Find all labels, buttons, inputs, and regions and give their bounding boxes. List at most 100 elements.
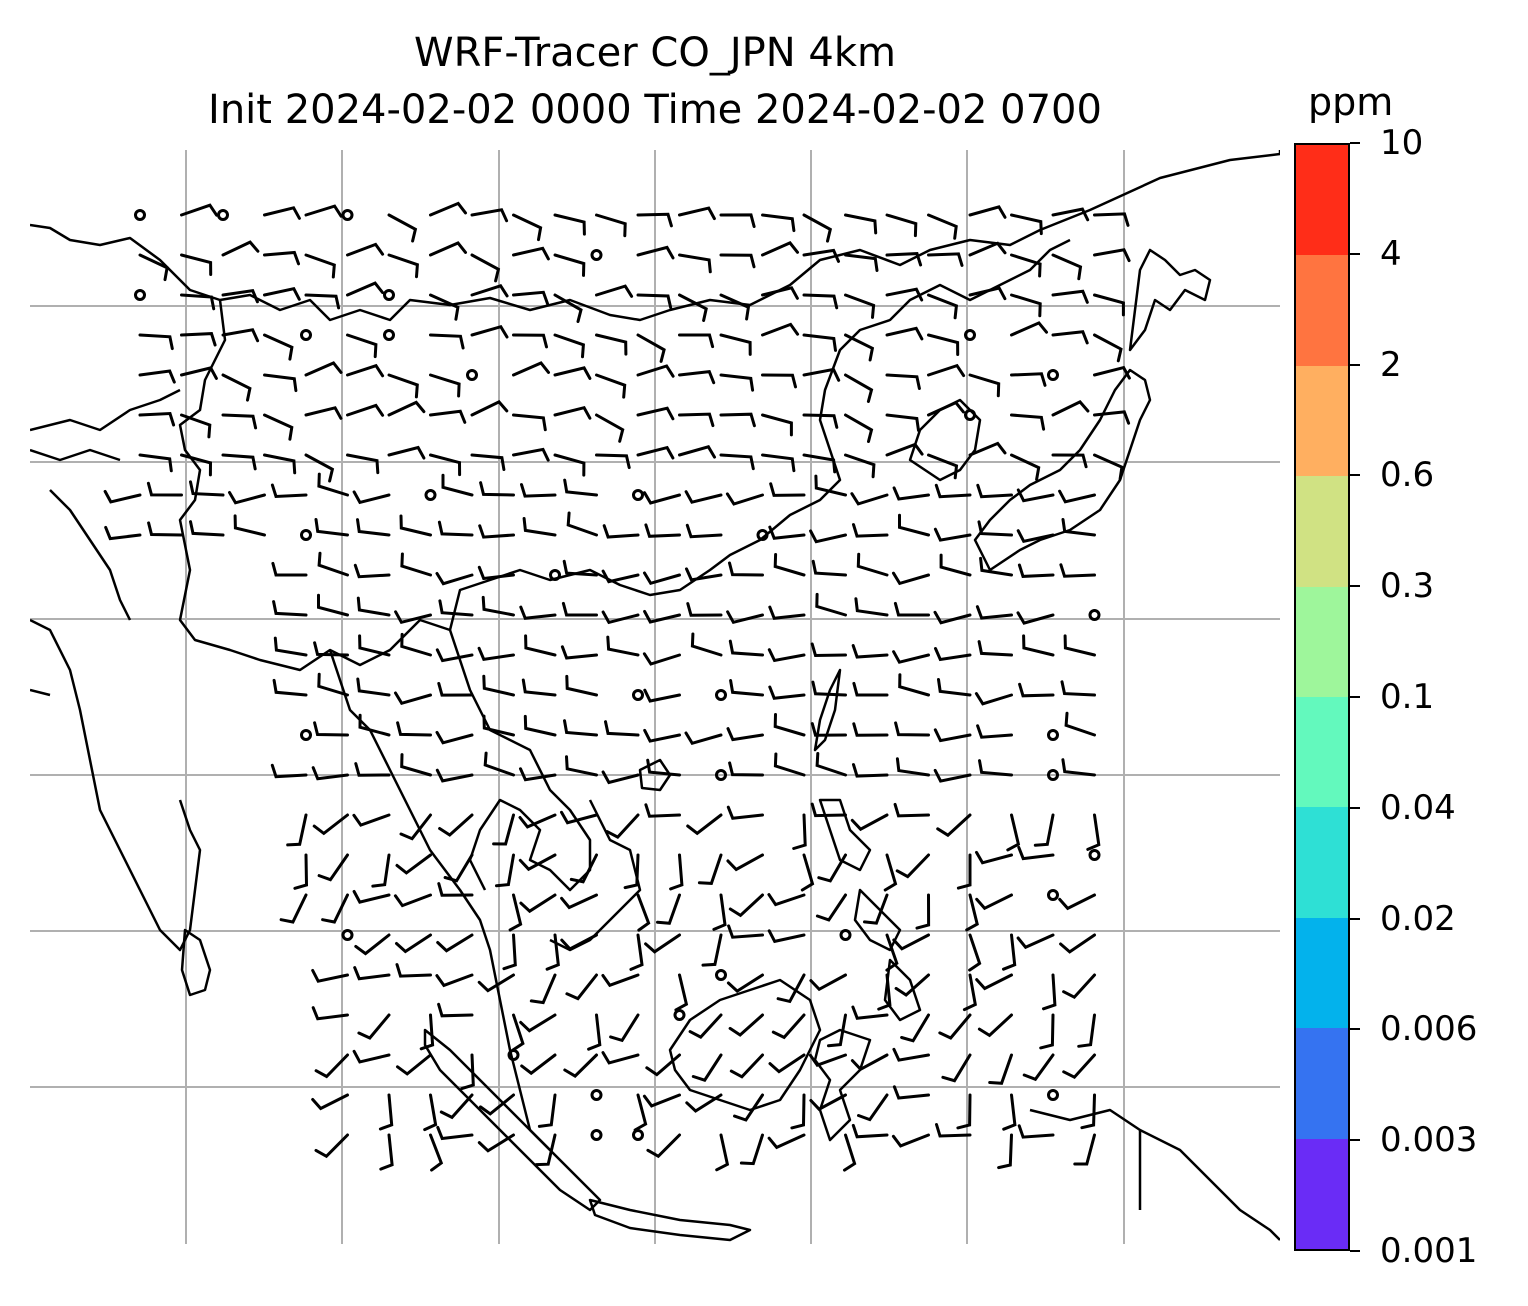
wind-barb [719, 453, 755, 471]
colorbar-tick [1350, 917, 1360, 920]
wind-barb [352, 1049, 391, 1064]
wind-barb [352, 490, 391, 505]
wind-barb [977, 1013, 1013, 1038]
wind-barb [1010, 253, 1042, 278]
wind-barb [221, 413, 258, 430]
wind-barb [1080, 1093, 1096, 1130]
colorbar [1294, 143, 1350, 1251]
wind-barb [773, 752, 806, 777]
wind-barb [609, 1013, 640, 1043]
wind-barb [885, 287, 924, 302]
wind-barb [852, 763, 889, 778]
colorbar-tick [1350, 585, 1360, 588]
wind-barb [399, 813, 432, 841]
wind-barb [728, 639, 764, 657]
wind-barb [311, 969, 349, 983]
wind-barb [358, 634, 391, 657]
wind-barb [761, 241, 799, 257]
wind-barb [636, 212, 673, 228]
wind-barb [435, 730, 474, 745]
wind-barb [304, 453, 335, 483]
wind-barb [563, 1053, 598, 1078]
wind-barb [1062, 1053, 1096, 1080]
colorbar-tick [1350, 696, 1360, 698]
wind-barb [857, 1093, 889, 1122]
wind-barb [851, 1123, 889, 1139]
wind-barb [595, 333, 628, 356]
wind-barb [353, 966, 391, 981]
wind-barb [636, 364, 675, 378]
wind-barb [975, 973, 1013, 991]
wind-barb [975, 893, 1013, 911]
wind-barb [1093, 410, 1131, 425]
wind-barb [293, 853, 309, 890]
wind-barb [802, 453, 837, 474]
wind-barb [802, 248, 840, 263]
wind-barb [767, 929, 806, 944]
calm-wind-marker [341, 929, 354, 941]
colorbar-tick-label: 10 [1380, 123, 1424, 163]
wind-barb [892, 1047, 930, 1062]
calm-wind-marker [1047, 729, 1059, 741]
wind-barb [892, 571, 930, 586]
wind-barb [643, 491, 681, 505]
wind-barb [595, 213, 627, 238]
calm-wind-marker [383, 289, 395, 301]
wind-barb [852, 722, 889, 737]
wind-barb [519, 893, 557, 914]
wind-barb [263, 333, 294, 361]
wind-barb [371, 853, 391, 888]
wind-barb [1016, 488, 1055, 503]
wind-barb [1064, 711, 1096, 737]
wind-barb [885, 413, 920, 432]
wind-barb [761, 322, 800, 337]
wind-barb [502, 933, 517, 971]
wind-barb [646, 1133, 681, 1159]
wind-barb [482, 714, 515, 737]
wind-barb [346, 453, 380, 475]
wind-barb [962, 973, 977, 1012]
wind-barb [817, 853, 847, 883]
wind-barb [1039, 1013, 1055, 1050]
colorbar-segment [1296, 586, 1348, 697]
colorbar-segment [1296, 1138, 1348, 1249]
wind-barb [470, 208, 509, 223]
wind-barb [304, 204, 343, 218]
colorbar-segment [1296, 475, 1348, 587]
wind-barb [891, 1133, 930, 1148]
colorbar-tick-label: 2 [1380, 344, 1402, 385]
wind-barb [443, 853, 474, 883]
wind-barb [728, 561, 764, 577]
wind-barb [768, 525, 806, 540]
wind-barb [346, 242, 385, 257]
wind-barb [314, 1053, 349, 1079]
map-title-line1: WRF-Tracer CO_JPN 4km [414, 30, 896, 76]
calm-wind-marker [1047, 889, 1059, 901]
wind-barb [314, 1133, 349, 1159]
wind-barb [633, 1093, 648, 1132]
wind-barb [419, 1013, 435, 1051]
wind-barb [895, 853, 930, 879]
wind-barb [1010, 213, 1043, 236]
wind-barb [317, 472, 349, 497]
wind-barb [761, 286, 799, 300]
wind-barb [221, 373, 252, 402]
wind-barb [767, 893, 806, 907]
wind-barb [512, 361, 550, 377]
wind-barb [678, 445, 716, 459]
wind-barb [311, 1093, 349, 1111]
calm-wind-marker [964, 409, 976, 421]
wind-barb [138, 253, 169, 282]
wind-barb [934, 483, 972, 499]
calm-wind-marker [300, 329, 312, 341]
wind-barb [685, 523, 723, 539]
wind-barb [429, 293, 460, 321]
wind-barb [629, 933, 644, 971]
wind-barb [508, 893, 523, 932]
wind-barb [927, 453, 959, 480]
calm-wind-marker [549, 569, 561, 581]
colorbar-segment [1296, 806, 1348, 918]
wind-barb [937, 678, 972, 697]
wind-barb [560, 810, 598, 825]
colorbar-segment [1296, 365, 1348, 477]
